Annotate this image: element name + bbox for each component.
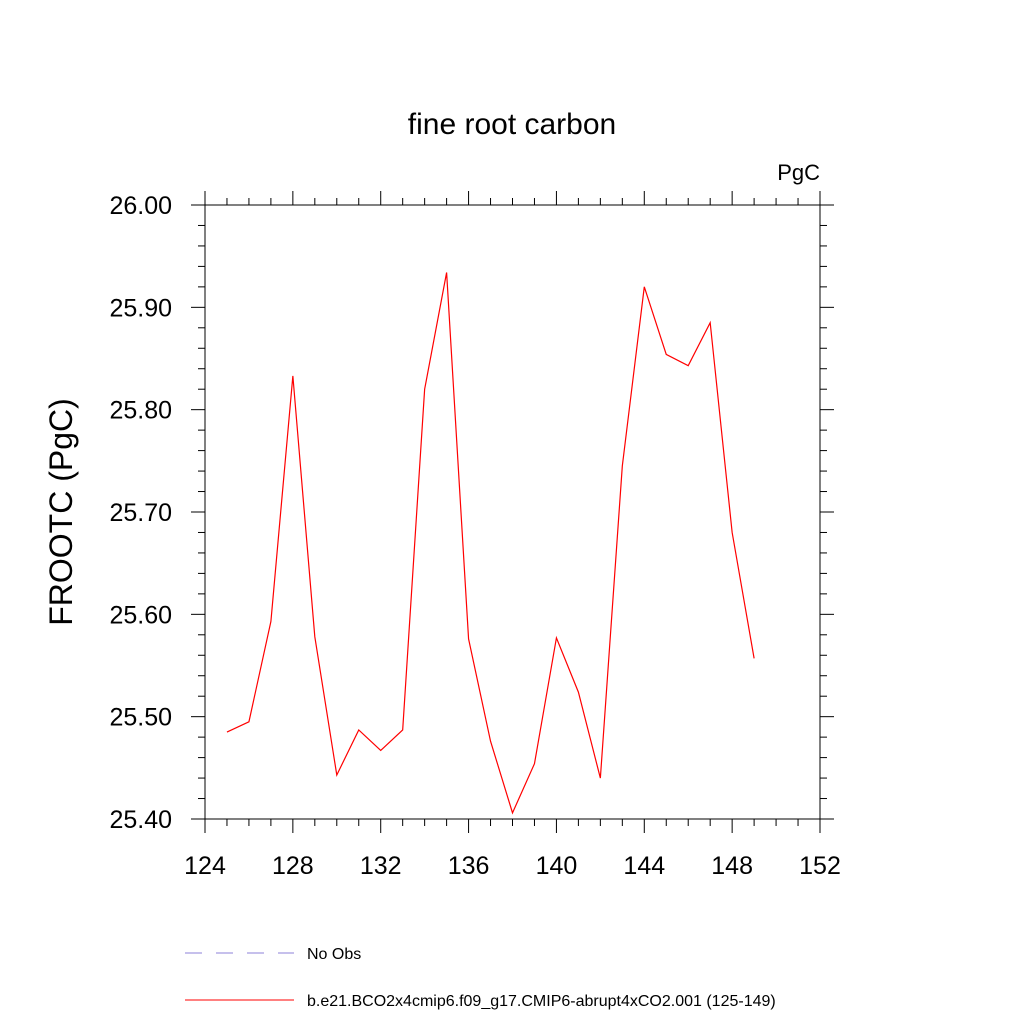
axis-tick-labels: 124 128 132 136 140 144 148 152 25.40 25.50 25.60 2… (109, 192, 840, 880)
y-tick-label: 25.80 (109, 397, 172, 425)
x-tick-label: 136 (448, 852, 490, 880)
y-tick-label: 25.60 (109, 601, 172, 629)
legend-label-series: b.e21.BCO2x4cmip6.f09_g17.CMIP6-abrupt4x… (307, 993, 776, 1010)
series-line (226, 272, 755, 815)
axis-ticks (191, 191, 834, 833)
x-tick-label: 132 (360, 852, 402, 880)
chart-title: fine root carbon (408, 108, 616, 141)
y-tick-label: 25.70 (109, 499, 172, 527)
y-tick-label: 25.90 (109, 294, 172, 322)
x-tick-label: 128 (272, 852, 314, 880)
y-tick-label: 25.40 (109, 806, 172, 834)
plot-frame (204, 204, 821, 820)
x-tick-label: 144 (623, 852, 665, 880)
x-tick-label: 124 (184, 852, 226, 880)
legend: No Obs b.e21.BCO2x4cmip6.f09_g17.CMIP6-a… (185, 946, 776, 1010)
x-tick-label: 148 (711, 852, 753, 880)
x-tick-label: 152 (799, 852, 841, 880)
x-tick-label: 140 (536, 852, 578, 880)
series-layer (226, 272, 755, 815)
y-axis-label: FROOTC (PgC) (43, 398, 79, 626)
legend-label-no-obs: No Obs (307, 946, 361, 963)
units-label: PgC (777, 160, 820, 185)
y-tick-label: 25.50 (109, 704, 172, 732)
y-tick-label: 26.00 (109, 192, 172, 220)
